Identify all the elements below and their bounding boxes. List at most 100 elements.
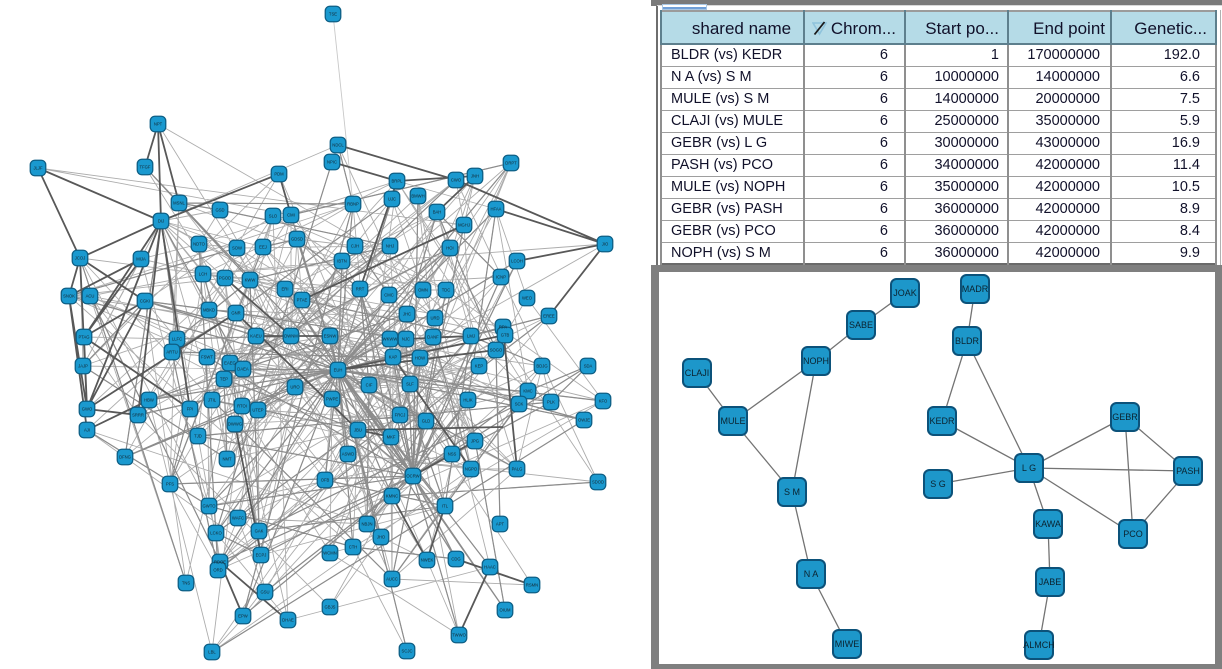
svg-text:OFB: OFB [321,478,330,483]
svg-text:WAFC: WAFC [232,516,244,521]
svg-text:PDM: PDM [274,172,284,177]
svg-text:KAP: KAP [389,355,398,360]
svg-text:KAEU: KAEU [250,334,261,339]
svg-text:NJC: NJC [402,337,410,342]
svg-text:NMT: NMT [222,457,232,462]
svg-text:JCOJ: JCOJ [75,256,85,261]
svg-text:CWO: CWO [451,178,462,183]
svg-text:RBNP: RBNP [347,202,359,207]
svg-text:ERI: ERI [282,287,289,292]
svg-text:PGOD: PGOD [219,276,231,281]
svg-text:MULE: MULE [720,416,745,426]
svg-text:SCK: SCK [515,402,524,407]
svg-text:HLIK: HLIK [463,398,473,403]
svg-text:DAEA: DAEA [237,367,249,372]
svg-text:KEP: KEP [475,364,484,369]
svg-text:WKWW: WKWW [383,337,398,342]
svg-text:N A: N A [804,569,819,579]
svg-text:TSE: TSE [329,12,337,17]
svg-text:TFGF: TFGF [140,165,151,170]
svg-text:LCH: LCH [199,272,207,277]
svg-text:GAK: GAK [255,529,264,534]
svg-text:HAAC: HAAC [484,565,496,570]
svg-text:JHO: JHO [377,535,386,540]
svg-text:NHJ: NHJ [386,244,394,249]
svg-text:EUH: EUH [334,368,343,373]
svg-text:DWNM: DWNM [284,334,298,339]
svg-text:LBL: LBL [208,650,216,655]
svg-text:APT: APT [496,522,505,527]
svg-text:NWEK: NWEK [421,558,434,563]
svg-text:NDTO: NDTO [193,242,206,247]
svg-text:MKF: MKF [387,435,396,440]
svg-text:NPIC: NPIC [327,160,337,165]
svg-text:DHAE: DHAE [282,618,294,623]
svg-text:DFNG: DFNG [119,455,131,460]
svg-text:DRPT: DRPT [505,161,517,166]
svg-text:JAJP: JAJP [78,364,88,369]
svg-text:BAH: BAH [433,210,442,215]
svg-text:EEJ: EEJ [259,245,267,250]
svg-text:EPW: EPW [238,614,248,619]
svg-text:UTEP: UTEP [252,408,263,413]
svg-text:CIF: CIF [366,383,373,388]
svg-text:HBW: HBW [144,398,154,403]
svg-text:KEDR: KEDR [929,416,955,426]
svg-text:ESNW: ESNW [324,334,337,339]
svg-text:PTAG: PTAG [78,335,89,340]
svg-text:PASH: PASH [1176,466,1200,476]
svg-text:MBKD: MBKD [203,308,215,313]
svg-text:GSD: GSD [215,208,224,213]
svg-text:TJD: TJD [194,434,202,439]
svg-text:NSS: NSS [448,452,457,457]
svg-text:KMC: KMC [523,389,532,394]
svg-text:SDOD: SDOD [592,480,604,485]
svg-text:TDC: TDC [442,288,451,293]
svg-text:TWWO: TWWO [452,633,466,638]
svg-text:MGHJ: MGHJ [458,223,470,228]
svg-text:PALG: PALG [512,467,523,472]
svg-text:OCRW: OCRW [406,474,419,479]
svg-text:CTH: CTH [349,545,358,550]
svg-text:NDCL: NDCL [332,143,344,148]
svg-text:GEBR: GEBR [1112,412,1138,422]
svg-text:OMN: OMN [418,288,428,293]
svg-text:NPT: NPT [154,122,163,127]
svg-text:JABE: JABE [1039,577,1062,587]
svg-text:EREE: EREE [543,314,555,319]
svg-text:OWJE: OWJE [578,418,590,423]
svg-text:WCMN: WCMN [323,551,337,556]
svg-text:HOI: HOI [446,246,453,251]
svg-text:KMNC: KMNC [386,494,398,499]
svg-text:ACU: ACU [86,294,95,299]
svg-text:S M: S M [784,487,800,497]
svg-text:CDG: CDG [451,557,460,562]
svg-text:LMJ: LMJ [467,334,475,339]
svg-text:LCOH: LCOH [511,259,523,264]
svg-text:JNH: JNH [471,174,479,179]
svg-text:JHC: JHC [403,312,411,317]
svg-text:ECPJ: ECPJ [256,553,267,558]
svg-text:ORD: ORD [213,568,222,573]
svg-text:PLK: PLK [547,400,555,405]
svg-text:JPG: JPG [471,439,479,444]
svg-text:EAEG: EAEG [224,361,236,366]
svg-text:ALMCH: ALMCH [1023,640,1055,650]
svg-text:MIJA: MIJA [136,257,146,262]
svg-text:MIWE: MIWE [835,639,860,649]
svg-text:GDSD: GDSD [291,237,303,242]
svg-text:MSNL: MSNL [173,201,185,206]
svg-text:DIJ: DIJ [158,219,164,224]
svg-text:CLAJI: CLAJI [685,368,710,378]
svg-text:GLD: GLD [422,419,431,424]
svg-text:GWTO: GWTO [203,504,217,509]
svg-text:DWWG: DWWG [228,422,242,427]
svg-text:SCJC: SCJC [402,649,413,654]
svg-text:HFAA: HFAA [491,207,502,212]
svg-text:TEP: TEP [220,377,228,382]
svg-text:MADR: MADR [962,284,989,294]
svg-text:CMI: CMI [287,213,295,218]
svg-text:JBU: JBU [354,428,362,433]
svg-text:PCO: PCO [1123,529,1143,539]
svg-text:NOPH: NOPH [803,356,829,366]
